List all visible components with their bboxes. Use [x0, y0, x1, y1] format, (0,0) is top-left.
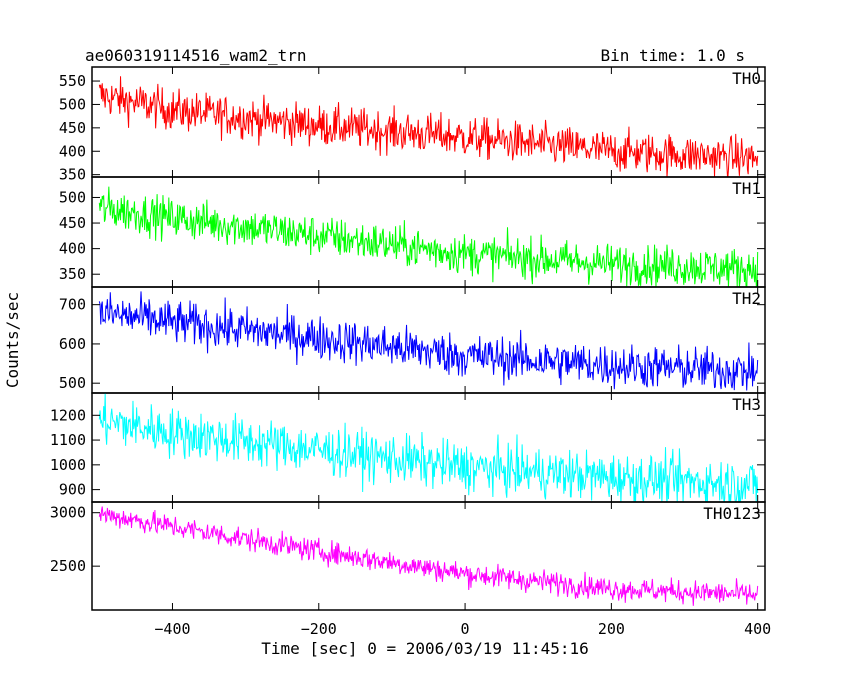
bin-time-label: Bin time: 1.0 s — [601, 46, 746, 65]
chart-title: ae060319114516_wam2_trn — [85, 46, 307, 65]
series-line-th0123 — [98, 506, 759, 606]
y-tick-label: 1200 — [50, 406, 86, 424]
y-tick-label: 900 — [59, 481, 86, 499]
y-tick-label: 450 — [59, 119, 86, 137]
x-tick-label: 200 — [598, 620, 625, 638]
panel-label: TH0 — [732, 69, 761, 88]
x-tick-label: −400 — [154, 620, 190, 638]
y-tick-label: 350 — [59, 166, 86, 184]
panel-frame-th0123 — [91, 501, 766, 611]
y-tick-label: 1100 — [50, 431, 86, 449]
y-tick-label: 500 — [59, 95, 86, 113]
y-tick-label: 400 — [59, 142, 86, 160]
y-tick-label: 1000 — [50, 456, 86, 474]
panel-label: TH1 — [732, 179, 761, 198]
panels-group: 350 400 450 500 550 TH0 350 400 450 500 TH1 500 600 7… — [50, 66, 771, 638]
x-tick-label: 400 — [744, 620, 771, 638]
panel-th2: 500 600 700 TH2 — [59, 286, 766, 394]
series-line-th3 — [98, 393, 759, 502]
y-tick-label: 550 — [59, 72, 86, 90]
panel-label: TH0123 — [703, 504, 761, 523]
y-tick-label: 350 — [59, 265, 86, 283]
panel-th0123: 2500 3000 TH0123 — [50, 501, 766, 611]
series-line-th0 — [98, 76, 759, 177]
y-tick-label: 500 — [59, 374, 86, 392]
series-line-th2 — [98, 291, 759, 391]
x-tick-label: 0 — [461, 620, 470, 638]
y-tick-label: 2500 — [50, 557, 86, 575]
series-line-th1 — [98, 186, 759, 287]
panel-th3: 900 1000 1100 1200 TH3 — [50, 392, 766, 503]
y-tick-label: 450 — [59, 214, 86, 232]
y-tick-label: 600 — [59, 335, 86, 353]
x-tick-label: −200 — [301, 620, 337, 638]
panel-label: TH3 — [732, 395, 761, 414]
y-tick-label: 400 — [59, 240, 86, 258]
y-axis-label: Counts/sec — [3, 292, 22, 388]
panel-frame-th2 — [91, 286, 766, 394]
y-tick-label: 700 — [59, 296, 86, 314]
y-tick-label: 3000 — [50, 504, 86, 522]
panel-th0: 350 400 450 500 550 TH0 — [59, 66, 766, 184]
panel-th1: 350 400 450 500 TH1 — [59, 176, 766, 288]
x-axis-label: Time [sec] 0 = 2006/03/19 11:45:16 — [261, 639, 589, 658]
y-tick-label: 500 — [59, 188, 86, 206]
panel-label: TH2 — [732, 289, 761, 308]
